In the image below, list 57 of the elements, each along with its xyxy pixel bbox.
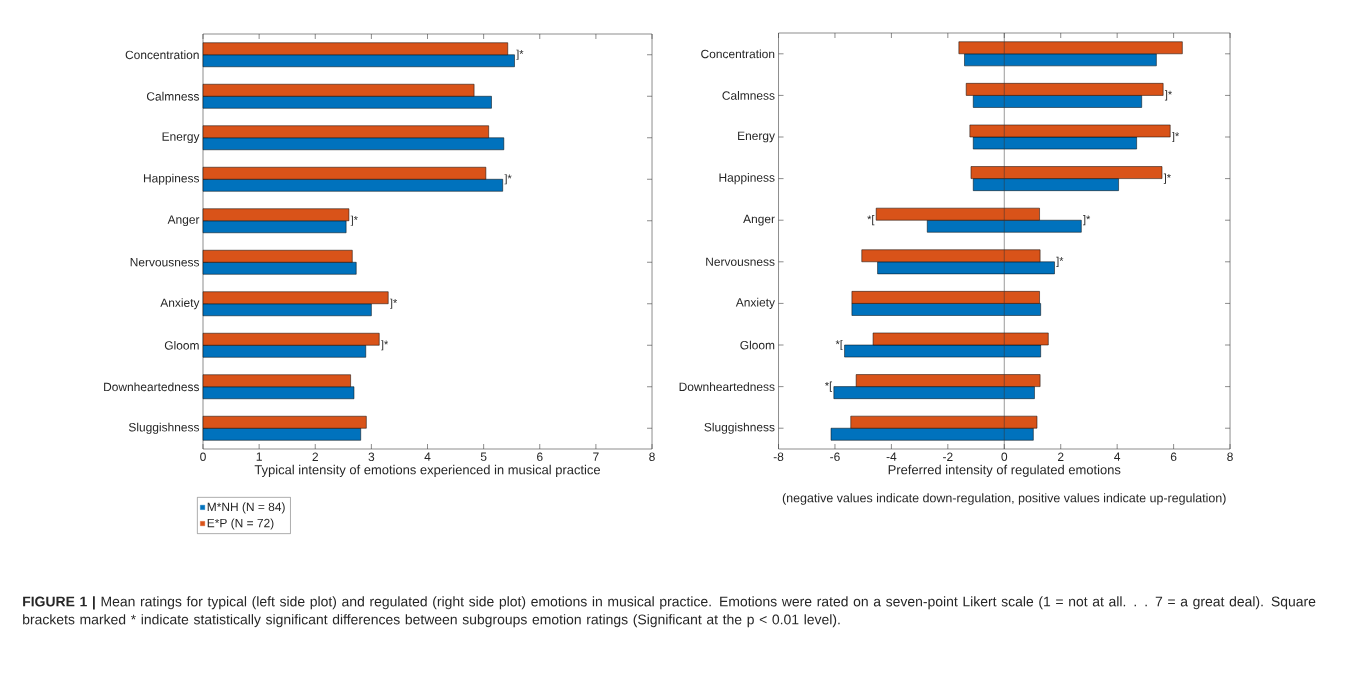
x-tick-label: 1 — [256, 452, 262, 461]
x-tick-label: 2 — [312, 452, 318, 461]
x-tick-label: 4 — [1114, 452, 1121, 461]
annotation: ]* — [1083, 215, 1091, 226]
y-tick-label: Concentration — [701, 49, 775, 59]
x-tick-label: -8 — [773, 452, 784, 461]
y-tick-label: Sluggishness — [704, 422, 775, 434]
annotation: ]* — [504, 174, 512, 185]
x-tick-label: 4 — [424, 452, 431, 461]
x-tick-label: 5 — [480, 452, 487, 461]
annotation: *[ — [867, 215, 875, 226]
annotation: ]* — [1163, 173, 1171, 184]
x-tick-label: 0 — [200, 452, 206, 461]
annotation: ]* — [390, 298, 398, 309]
legend-label: M*NH (N = 84) — [207, 502, 285, 514]
y-tick-label: Downheartedness — [104, 382, 200, 392]
y-tick-label: Gloom — [164, 340, 199, 350]
x-axis-title: Typical intensity of emotions experienced in musical practice — [254, 464, 600, 477]
x-tick-label: -2 — [943, 452, 953, 461]
y-tick-label: Nervousness — [706, 257, 775, 266]
x-tick-label: 2 — [1057, 452, 1064, 461]
annotation: ]* — [1171, 131, 1180, 143]
annotation: ]* — [1056, 256, 1064, 267]
y-tick-label: Calmness — [722, 91, 775, 100]
x-tick-label: -4 — [886, 452, 897, 461]
x-axis-title: Preferred intensity of regulated emotions — [888, 464, 1121, 477]
y-tick-label: Happiness — [143, 173, 200, 185]
x-tick-label: 0 — [1001, 452, 1008, 461]
annotation: ]* — [350, 215, 358, 226]
y-tick-label: Anger — [167, 215, 200, 227]
x-tick-label: -6 — [830, 452, 840, 461]
y-tick-label: Concentration — [125, 50, 199, 60]
x-tick-label: 6 — [1170, 452, 1177, 461]
legend-label: E*P (N = 72) — [207, 518, 274, 530]
y-tick-label: Anger — [743, 214, 775, 226]
y-tick-label: Calmness — [146, 91, 200, 101]
y-tick-label: Energy — [162, 132, 200, 144]
y-tick-label: Gloom — [740, 340, 775, 350]
x-tick-label: 3 — [368, 452, 375, 461]
annotation: *[ — [824, 381, 833, 392]
annotation: ]* — [381, 340, 389, 351]
text: (negative values indicate down-regulation, positive values indicate up-regulation) — [782, 493, 1226, 505]
text: FIGURE 1 | Mean ratings for typical (left side plot) and regulated (right side plot) emotions in musical practice. Emotions were rated on a seven-point Likert scale (1 = not at all. . . 7 = a great deal). Square brackets marked * indicate statistically significant differences between subgroups emotion ratings (Significant at the p < 0.01 level). — [23, 596, 1316, 628]
y-tick-label: Anxiety — [735, 297, 775, 309]
x-tick-label: 8 — [649, 452, 655, 461]
y-tick-label: Nervousness — [130, 258, 200, 267]
y-tick-label: Happiness — [719, 173, 775, 185]
annotation: *[ — [835, 339, 843, 351]
y-tick-label: Anxiety — [160, 298, 200, 310]
annotation: ]* — [1164, 90, 1172, 101]
y-tick-label: Sluggishness — [128, 422, 200, 434]
x-tick-label: 7 — [593, 452, 599, 461]
x-tick-label: 8 — [1227, 452, 1233, 461]
annotation: ]* — [516, 49, 524, 60]
x-tick-label: 6 — [537, 452, 543, 461]
y-tick-label: Energy — [738, 131, 775, 143]
y-tick-label: Downheartedness — [679, 382, 775, 391]
